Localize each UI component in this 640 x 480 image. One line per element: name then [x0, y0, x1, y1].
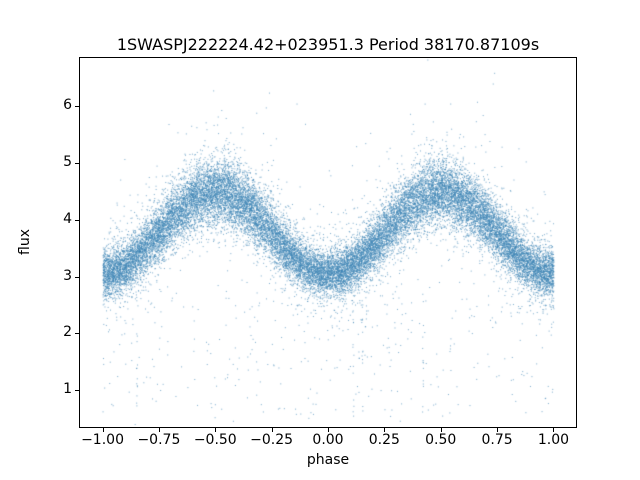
- y-tick-mark: [75, 106, 79, 108]
- y-tick-label: 1: [63, 381, 72, 398]
- y-tick-label: 4: [63, 210, 72, 227]
- x-tick-mark: [384, 428, 386, 432]
- x-tick-label: 0.00: [312, 432, 344, 448]
- y-tick-label: 6: [63, 97, 72, 114]
- x-tick-label: −0.75: [137, 432, 181, 448]
- plot-area: [79, 57, 577, 428]
- y-tick-mark: [75, 276, 79, 278]
- x-tick-mark: [328, 428, 329, 432]
- x-tick-mark: [102, 428, 104, 432]
- y-tick-mark: [75, 163, 79, 165]
- x-tick-mark: [271, 428, 273, 432]
- x-tick-label: 0.50: [425, 432, 457, 448]
- x-tick-label: 1.00: [537, 432, 570, 448]
- x-tick-mark: [497, 428, 499, 432]
- y-tick-label: 3: [63, 267, 72, 284]
- y-tick-mark: [75, 333, 79, 335]
- y-tick-mark: [75, 219, 79, 221]
- scatter-canvas: [80, 58, 576, 427]
- y-tick-label: 2: [63, 324, 72, 341]
- chart-title: 1SWASPJ222224.42+023951.3 Period 38170.8…: [116, 35, 540, 54]
- x-tick-label: −0.50: [193, 432, 237, 448]
- y-tick-mark: [75, 390, 79, 392]
- y-tick-label: 5: [63, 154, 72, 171]
- x-tick-mark: [158, 428, 160, 432]
- x-tick-label: 0.75: [481, 432, 513, 448]
- x-tick-label: 0.25: [368, 432, 400, 448]
- x-tick-mark: [553, 428, 555, 432]
- x-tick-label: −0.25: [250, 432, 294, 448]
- x-axis-label: phase: [306, 452, 350, 468]
- x-tick-mark: [440, 428, 442, 432]
- x-tick-mark: [215, 428, 217, 432]
- x-tick-label: −1.00: [81, 432, 124, 448]
- y-axis-label: flux: [17, 229, 33, 256]
